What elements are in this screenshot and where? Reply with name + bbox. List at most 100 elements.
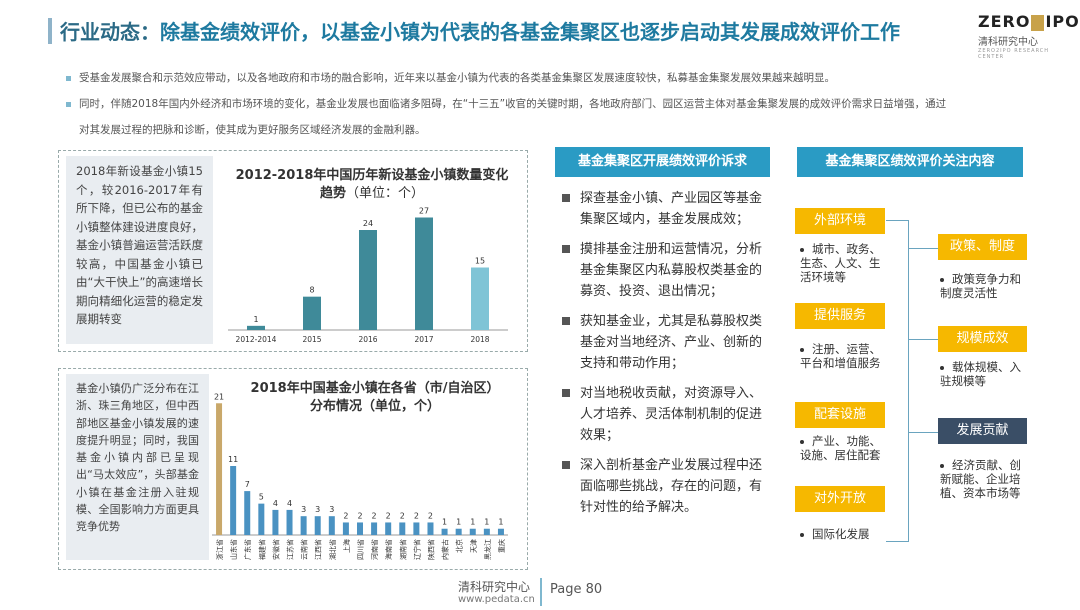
chart2-tick-label: 云南省 — [300, 539, 309, 560]
chart1-panel — [58, 150, 528, 352]
title-prefix: 行业动态： — [60, 20, 160, 44]
chart2-data-label: 1 — [498, 518, 503, 527]
chart2-bar — [413, 522, 420, 535]
bullet-square-icon — [66, 75, 71, 81]
focus-header: 基金集聚区绩效评价关注内容 — [797, 147, 1023, 177]
zero2ipo-logo: ZERO IPO 清科研究中心 ZERO2IPO RESEARCH CENTER — [978, 12, 1079, 60]
focus-desc-left: 产业、功能、设施、居住配套 — [800, 434, 885, 462]
chart2-tick-label: 重庆 — [497, 539, 506, 553]
bullet-dot-icon — [940, 365, 944, 370]
chart1-title-unit: （单位：个） — [346, 186, 425, 201]
chart1-note: 2018年新设基金小镇15个，较2016-2017年有所下降，但已公布的基金小镇… — [66, 156, 213, 344]
chart2-bar — [342, 522, 349, 535]
chart2-bar — [216, 403, 223, 535]
request-text: 摸排基金注册和运营情况，分析基金集聚区内私募股权类基金的募资、投资、退出情况； — [580, 242, 763, 299]
chart1-data-label: 15 — [475, 257, 485, 266]
chart2-tick-label: 福建省 — [257, 539, 266, 560]
chart2-tick-label: 广东省 — [243, 539, 252, 560]
bullet-dot-icon — [800, 247, 804, 252]
chart2-tick-label: 安徽省 — [271, 539, 280, 560]
chart2-note: 基金小镇仍广泛分布在江浙、珠三角地区，但中西部地区基金小镇发展的速度提升明显；同… — [66, 374, 209, 560]
chart2-bar — [469, 528, 476, 535]
chart1-data-label: 8 — [309, 286, 314, 295]
chart1-bar — [247, 325, 265, 330]
request-item: 摸排基金注册和运营情况，分析基金集聚区内私募股权类基金的募资、投资、退出情况； — [560, 239, 770, 302]
focus-desc-right: 政策竞争力和制度灵活性 — [940, 272, 1025, 300]
connector-line-policy — [908, 248, 938, 249]
chart2-tick-label: 山东省 — [229, 539, 238, 560]
requests-list: 探查基金小镇、产业园区等基金集聚区域内，基金发展成效； 摸排基金注册和运营情况，分… — [560, 188, 770, 527]
chart2-panel — [58, 368, 528, 570]
title-accent-bar — [48, 18, 52, 44]
request-text: 获知基金业，尤其是私募股权类基金对当地经济、产业、创新的支持和带动作用； — [580, 314, 763, 371]
request-item: 深入剖析基金产业发展过程中还面临哪些挑战，存在的问题，有针对性的给予解决。 — [560, 455, 770, 518]
chart2-data-label: 2 — [428, 511, 433, 520]
chart2-data-label: 1 — [470, 518, 475, 527]
intro-bullet-2: 同时，伴随2018年国内外经济和市场环境的变化，基金业发展也面临诸多阻碍，在“十… — [66, 94, 946, 114]
chart2-bar — [357, 522, 363, 535]
chart1-tick-label: 2016 — [358, 335, 377, 344]
request-text: 探查基金小镇、产业园区等基金集聚区域内，基金发展成效； — [580, 191, 763, 227]
chart2-data-label: 11 — [228, 455, 238, 464]
focus-desc-left: 国际化发展 — [800, 527, 885, 541]
focus-desc-right: 经济贡献、创新赋能、企业培植、资本市场等 — [940, 458, 1025, 500]
logo-text-left: ZERO — [978, 12, 1031, 31]
connector-line-scale — [908, 339, 938, 340]
chart2-data-label: 4 — [273, 499, 278, 508]
chart2-tick-label: 天津 — [470, 539, 478, 553]
focus-desc-text: 经济贡献、创新赋能、企业培植、资本市场等 — [940, 458, 1021, 500]
focus-tag-left: 提供服务 — [795, 303, 885, 329]
footer-org: 清科研究中心 — [458, 580, 531, 594]
chart2-tick-label: 北京 — [455, 539, 464, 553]
chart1-title-text: 2012-2018年中国历年新设基金小镇数量变化趋势 — [235, 168, 509, 201]
intro-text-3: 对其发展过程的把脉和诊断，使其成为更好服务区域经济发展的金融利器。 — [79, 124, 426, 136]
chart2-tick-label: 湖北省 — [328, 539, 337, 560]
page-title: 行业动态：除基金绩效评价，以基金小镇为代表的各基金集聚区也逐步启动其发展成效评价… — [60, 16, 900, 45]
chart2-bar — [286, 509, 293, 535]
intro-bullet-1: 受基金发展聚合和示范效应带动，以及各地政府和市场的融合影响，近年来以基金小镇为代… — [66, 68, 835, 88]
chart2-tick-label: 黑龙江 — [483, 539, 492, 560]
chart2-bar — [314, 516, 321, 535]
chart2-tick-label: 陕西省 — [426, 539, 435, 560]
focus-desc-left: 城市、政务、生态、人文、生活环境等 — [800, 242, 885, 284]
chart1-bar — [415, 217, 433, 330]
chart2-bar — [371, 522, 378, 535]
bullet-dot-icon — [940, 463, 944, 468]
chart2-data-label: 3 — [329, 505, 334, 514]
chart2-bar — [258, 503, 265, 535]
footer-url[interactable]: www.pedata.cn — [458, 594, 535, 605]
focus-tag-left: 配套设施 — [795, 402, 885, 428]
chart2-tick-label: 湖南省 — [398, 539, 407, 560]
chart2-data-label: 2 — [400, 511, 405, 520]
bullet-square-icon — [562, 461, 570, 469]
chart2-tick-label: 上海 — [342, 539, 351, 553]
chart2-tick-label: 四川省 — [356, 539, 365, 560]
chart2-data-label: 1 — [484, 518, 489, 527]
chart1-title: 2012-2018年中国历年新设基金小镇数量变化趋势（单位：个） — [232, 167, 512, 203]
chart2-data-label: 2 — [414, 511, 419, 520]
chart2-bar — [441, 528, 448, 535]
chart2-bar — [399, 522, 406, 535]
focus-tag-left: 外部环境 — [795, 208, 885, 234]
request-text: 深入剖析基金产业发展过程中还面临哪些挑战，存在的问题，有针对性的给予解决。 — [580, 458, 763, 515]
chart1-tick-label: 2012-2014 — [236, 335, 277, 344]
request-text: 对当地税收贡献，对资源导入、人才培养、灵活体制机制的促进效果； — [580, 386, 763, 443]
chart2-data-label: 4 — [287, 499, 292, 508]
chart1-data-label: 1 — [253, 315, 258, 324]
focus-tag-right: 发展贡献 — [938, 418, 1027, 444]
chart1-tick-label: 2017 — [414, 335, 433, 344]
chart1-tick-label: 2015 — [302, 335, 321, 344]
chart2-tick-label: 江苏省 — [286, 539, 295, 560]
bullet-dot-icon — [800, 532, 804, 537]
chart2-data-label: 7 — [245, 480, 250, 489]
chart2-title: 2018年中国基金小镇在各省（市/自治区）分布情况（单位，个） — [250, 381, 500, 414]
chart2-data-label: 1 — [442, 518, 447, 527]
chart1-data-label: 27 — [419, 207, 429, 216]
chart2-data-label: 2 — [386, 511, 391, 520]
left-connector-bracket — [886, 220, 909, 542]
chart2-data-label: 3 — [315, 505, 320, 514]
chart2-bar — [483, 528, 490, 535]
chart2-bar — [328, 516, 335, 535]
logo-text-right: IPO — [1045, 12, 1080, 31]
chart1-bar — [303, 296, 321, 330]
